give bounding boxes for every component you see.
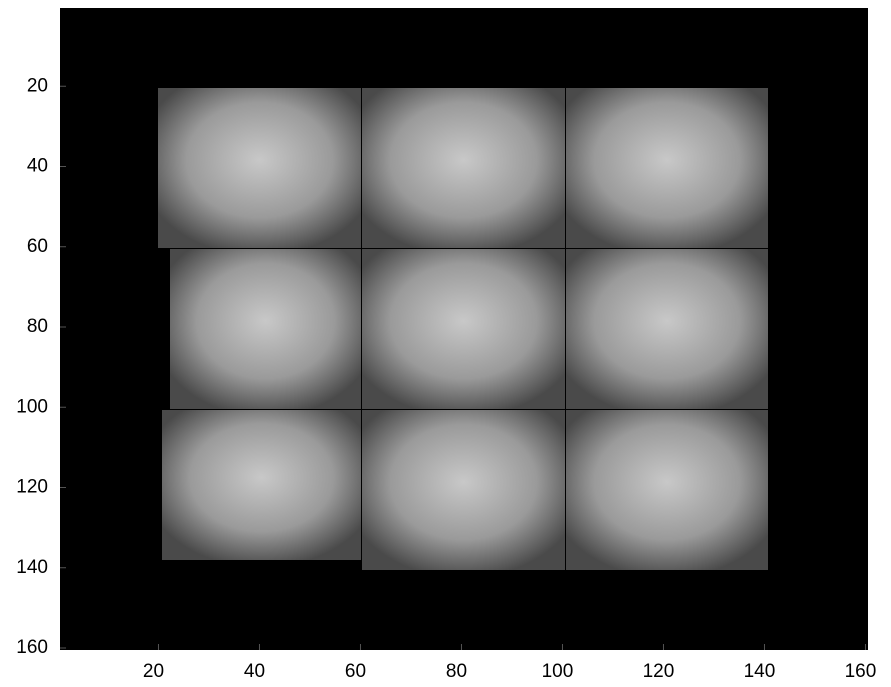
face-tile: [362, 88, 565, 248]
x-tick-label: 80: [446, 661, 467, 682]
x-tick-label: 100: [542, 661, 574, 682]
x-tick-label: 60: [345, 661, 366, 682]
y-tick-label: 80: [27, 316, 48, 337]
y-tick-label: 120: [16, 477, 48, 498]
x-tick-label: 40: [244, 661, 265, 682]
face-tile: [566, 88, 768, 248]
face-tile: [162, 410, 361, 560]
x-tick-label: 160: [845, 661, 877, 682]
face-tile: [362, 249, 565, 409]
y-tick-label: 60: [27, 236, 48, 257]
face-tile: [170, 249, 361, 409]
x-tick-label: 120: [643, 661, 675, 682]
face-tiles: [158, 88, 768, 570]
face-tile: [566, 249, 768, 409]
x-tick-label: 20: [143, 661, 164, 682]
y-tick-label: 140: [16, 557, 48, 578]
y-tick-label: 40: [27, 156, 48, 177]
y-tick-label: 160: [16, 637, 48, 658]
face-tile: [566, 410, 768, 570]
face-tile: [362, 410, 565, 570]
face-tile: [158, 88, 361, 248]
chart: 20 40 60 80 100 120 140 160 20 40 60 80 100 120 140 160: [0, 0, 891, 687]
y-tick-label: 20: [27, 75, 48, 96]
y-tick-label: 100: [16, 396, 48, 417]
x-tick-label: 140: [744, 661, 776, 682]
page: {"chart_data": {"type": "image", "xlim":…: [0, 0, 891, 687]
